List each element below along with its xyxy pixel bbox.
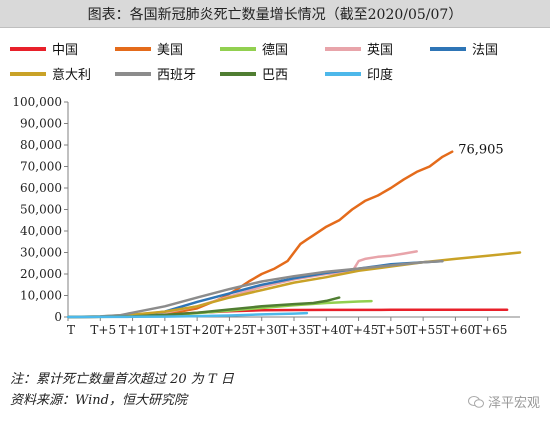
x-tick-label: T+25 <box>216 323 249 337</box>
y-tick-label: 10,000 <box>20 289 62 303</box>
legend-label: 西班牙 <box>157 68 196 83</box>
y-tick-label: 40,000 <box>20 224 62 238</box>
legend-label: 中国 <box>52 43 78 58</box>
y-tick-label: 20,000 <box>20 267 62 281</box>
x-tick-label: T+40 <box>313 323 346 337</box>
wechat-icon <box>467 396 484 408</box>
chart-title: 图表：各国新冠肺炎死亡数量增长情况（截至2020/05/07） <box>87 7 463 23</box>
y-tick-label: 100,000 <box>12 95 62 109</box>
x-tick-label: T+35 <box>280 323 313 337</box>
series-line <box>66 251 522 319</box>
legend-label: 美国 <box>157 43 183 58</box>
title-bar: 图表：各国新冠肺炎死亡数量增长情况（截至2020/05/07） <box>0 0 550 28</box>
legend-label: 印度 <box>367 67 393 83</box>
chart-lines <box>66 150 522 319</box>
legend-label: 德国 <box>262 43 288 58</box>
x-tick-label: T+20 <box>183 323 216 337</box>
y-tick-label: 90,000 <box>20 117 62 131</box>
x-tick-label: T+60 <box>442 323 475 337</box>
x-tick-label: T+65 <box>474 323 507 337</box>
y-tick-label: 80,000 <box>20 138 62 152</box>
chart-axes: 0 10,000 20,000 30,000 40,000 50,000 60,000 70,… <box>12 95 520 337</box>
series-line <box>66 311 309 319</box>
legend-label: 巴西 <box>262 68 288 83</box>
x-tick-label: T+30 <box>248 323 281 337</box>
x-tick-label: T+10 <box>119 323 152 337</box>
x-tick-label: T+45 <box>345 323 378 337</box>
x-tick-label: T+15 <box>151 323 184 337</box>
legend-label: 法国 <box>472 43 498 58</box>
x-tick-label: T+50 <box>377 323 410 337</box>
watermark: 泽平宏观 <box>467 392 540 411</box>
data-label: 76,905 <box>458 143 504 158</box>
y-tick-label: 70,000 <box>20 160 62 174</box>
y-tick-label: 60,000 <box>20 181 62 195</box>
series-line <box>66 259 444 319</box>
series-line <box>66 150 454 319</box>
footnote-definition: 注：累计死亡数量首次超过 20 为 T 日 <box>10 372 234 387</box>
footnotes: 注：累计死亡数量首次超过 20 为 T 日 资料来源：Wind，恒大研究院 <box>10 369 234 411</box>
watermark-text: 泽平宏观 <box>487 396 540 411</box>
x-tick-label: T+5 <box>90 323 116 337</box>
footnote-source: 资料来源：Wind，恒大研究院 <box>10 393 187 408</box>
legend-label: 英国 <box>367 43 393 58</box>
y-tick-label: 30,000 <box>20 246 62 260</box>
x-tick-label: T+55 <box>409 323 442 337</box>
chart-annotations: 76,905 <box>458 143 504 158</box>
y-tick-label: 50,000 <box>20 203 62 217</box>
y-tick-label: 0 <box>54 310 62 324</box>
legend-label: 意大利 <box>52 67 91 83</box>
x-tick-label: T <box>67 323 75 337</box>
